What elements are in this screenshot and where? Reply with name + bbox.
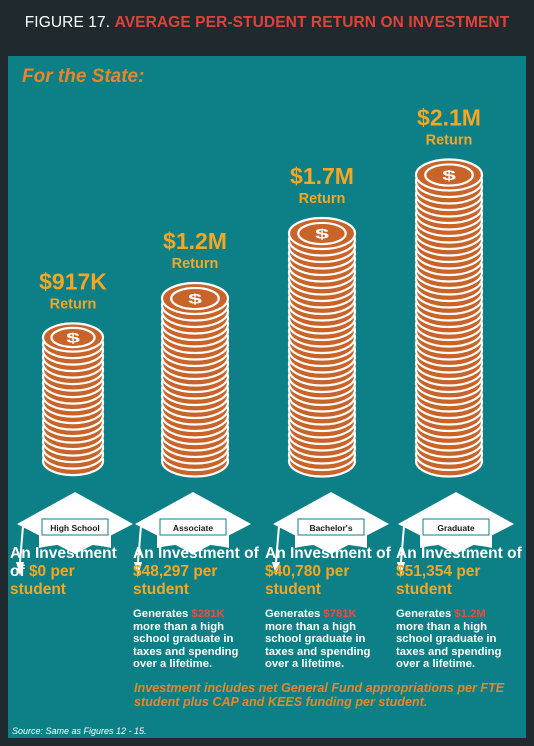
- coin-stack: $: [414, 158, 484, 478]
- svg-text:$: $: [442, 168, 456, 184]
- column-high-school-text: An Investment of $0 per student: [10, 545, 132, 599]
- footnote: Investment includes net General Fund app…: [134, 681, 505, 709]
- value-label: $917K: [39, 268, 107, 294]
- return-label: Return: [426, 132, 473, 148]
- figure-number: FIGURE 17.: [24, 14, 111, 31]
- generates-prefix: Generates: [133, 608, 192, 620]
- coin-stack: $: [287, 216, 357, 478]
- category-label: Bachelor's: [309, 523, 352, 533]
- generates-prefix: Generates: [265, 608, 324, 620]
- svg-text:$: $: [315, 226, 329, 242]
- category-label: High School: [50, 523, 100, 533]
- generates-amount: $281K: [191, 608, 225, 620]
- investment-text: An Investment of $48,297 per student: [133, 545, 259, 599]
- investment-amount: $0 per student: [10, 563, 75, 598]
- investment-prefix: An Investment of: [265, 545, 391, 562]
- graduation-cap-icon: [134, 492, 251, 576]
- generates-prefix: Generates: [396, 608, 455, 620]
- investment-prefix: An Investment of: [10, 545, 117, 580]
- dollar-coin-icon: $: [170, 286, 220, 311]
- investment-prefix: An Investment of: [133, 545, 259, 562]
- investment-text: An Investment of $51,354 per student: [396, 545, 522, 599]
- generates-suffix: more than a high school graduate in taxe…: [133, 620, 239, 671]
- generates-amount: $781K: [323, 608, 357, 620]
- svg-text:$: $: [66, 330, 80, 346]
- investment-amount: $40,780 per student: [265, 563, 350, 598]
- generates-text: Generates $1.2M more than a high school …: [396, 608, 508, 671]
- category-label: Associate: [173, 523, 213, 533]
- category-label: Graduate: [437, 523, 475, 533]
- return-label: Return: [172, 256, 219, 272]
- investment-text: An Investment of $0 per student: [10, 545, 132, 599]
- graduation-cap-icon: [272, 492, 389, 576]
- coin-stack: $: [41, 322, 105, 477]
- column-associate-text: An Investment of $48,297 per student Gen…: [133, 545, 259, 671]
- investment-amount: $51,354 per student: [396, 563, 481, 598]
- generates-amount: $1.2M: [454, 608, 486, 620]
- column-bachelors-text: An Investment of $40,780 per student Gen…: [265, 545, 391, 671]
- dollar-coin-icon: $: [297, 221, 347, 246]
- generates-suffix: more than a high school graduate in taxe…: [396, 620, 502, 671]
- return-label: Return: [50, 296, 97, 312]
- column-graduate-text: An Investment of $51,354 per student Gen…: [396, 545, 522, 671]
- svg-text:$: $: [188, 291, 202, 307]
- chart-subtitle: For the State:: [22, 66, 145, 87]
- value-label: $1.2M: [163, 228, 227, 254]
- graduation-cap-icon: [397, 492, 514, 576]
- generates-text: Generates $781K more than a high school …: [265, 608, 379, 671]
- value-label: $2.1M: [417, 104, 481, 130]
- coin-stack-chart: $ $917K Return High School $ $1.2M Return Assoc…: [16, 104, 514, 576]
- return-label: Return: [299, 191, 346, 207]
- coin-stack: $: [160, 281, 230, 478]
- value-label: $1.7M: [290, 163, 354, 189]
- dollar-coin-icon: $: [50, 326, 96, 349]
- investment-amount: $48,297 per student: [133, 563, 218, 598]
- figure-title: FIGURE 17. AVERAGE PER-STUDENT RETURN ON…: [0, 14, 534, 32]
- investment-text: An Investment of $40,780 per student: [265, 545, 391, 599]
- graduation-cap-icon: [16, 492, 133, 576]
- investment-prefix: An Investment of: [396, 545, 522, 562]
- generates-text: Generates $281K more than a high school …: [133, 608, 241, 671]
- figure-title-text: AVERAGE PER-STUDENT RETURN ON INVESTMENT: [114, 14, 510, 31]
- generates-suffix: more than a high school graduate in taxe…: [265, 620, 371, 671]
- dollar-coin-icon: $: [424, 163, 474, 187]
- source-note: Source: Same as Figures 12 - 15.: [12, 726, 147, 736]
